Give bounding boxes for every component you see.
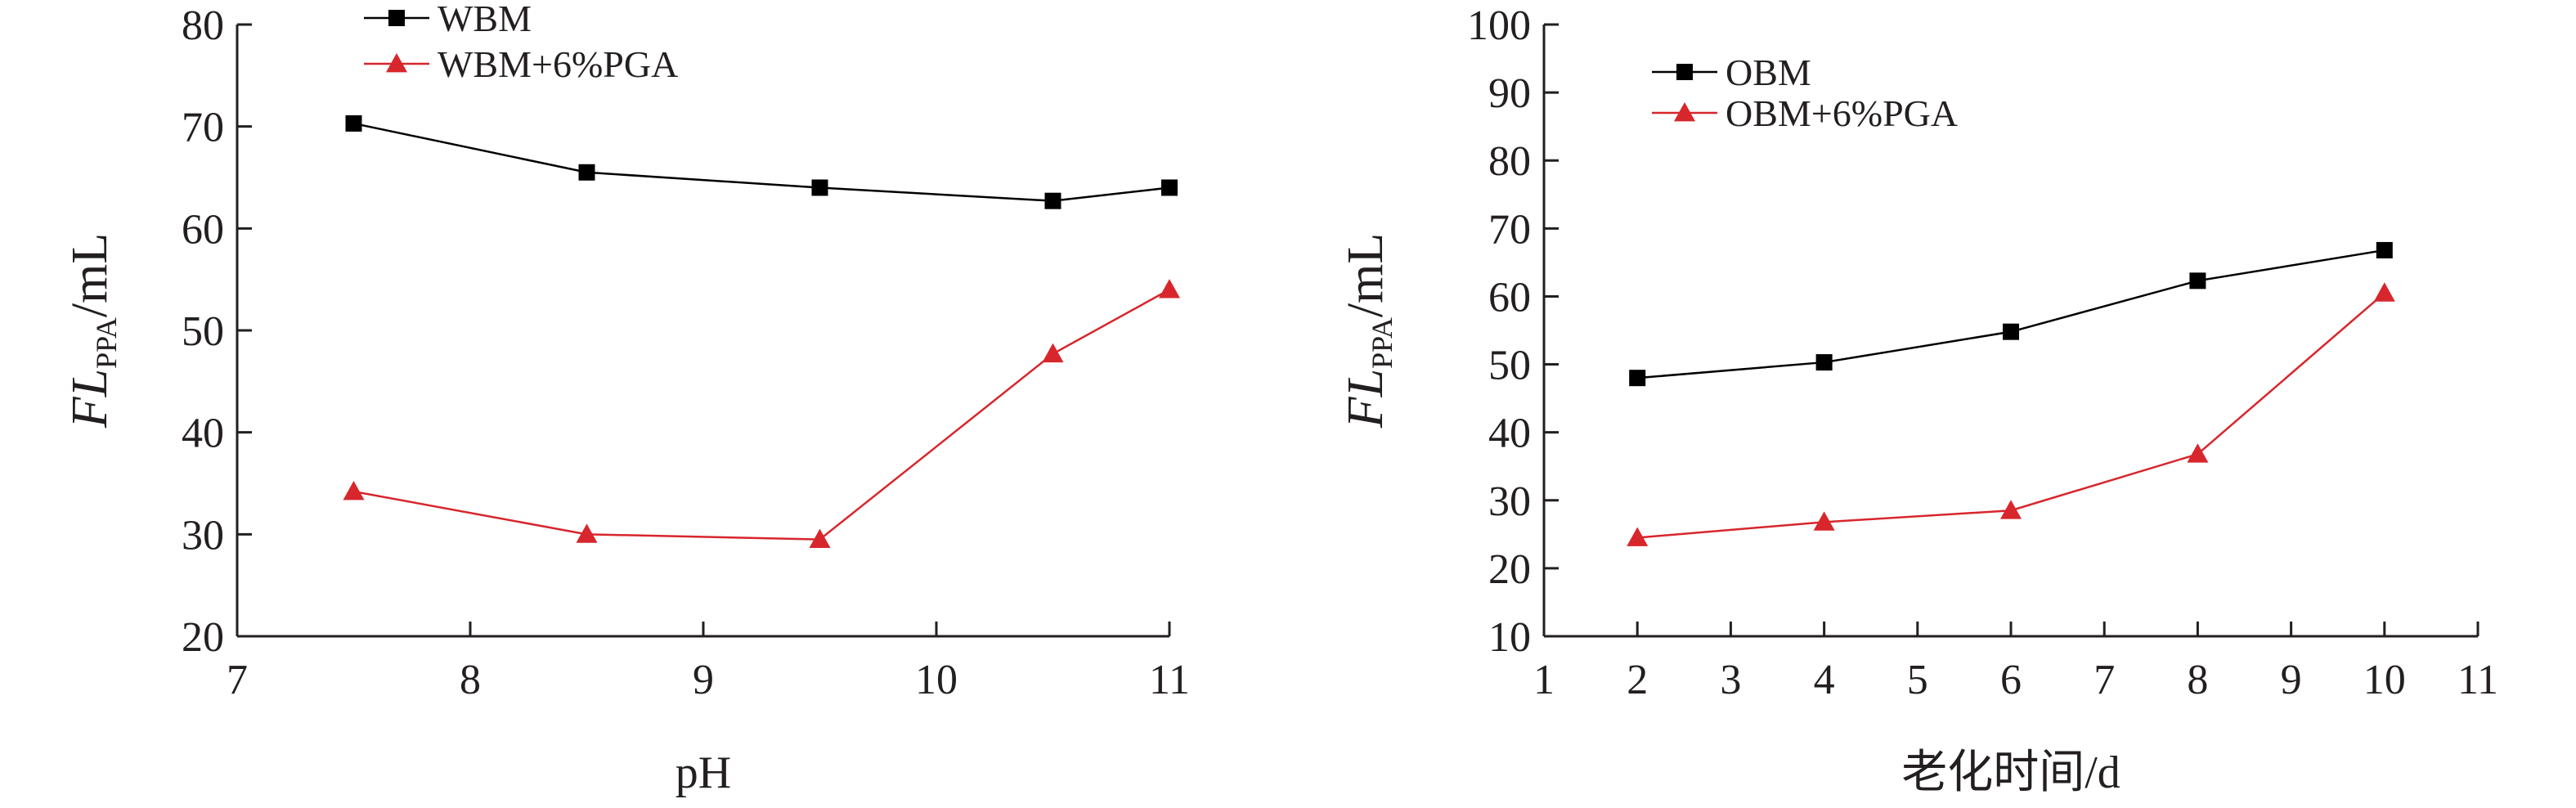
ph-chart-x-tick-label: 9 [693,657,714,703]
aging-chart-y-axis-title: FLPPA/mL [1338,233,1398,429]
ph-chart-x-tick-label: 10 [915,657,958,703]
aging-chart-x-tick-label: 5 [1907,657,1928,703]
ph-chart-data-point [1042,343,1064,363]
aging-chart: 10 20 30 40 50 60 70 80 90 100 1 2 3 4 5 6 7 8 9 10 11 老化时间/d… [1338,2,2498,798]
ph-chart-x-axis-title: pH [675,747,731,798]
aging-chart-data-point [2373,282,2395,302]
aging-chart-series-line [1637,249,2385,379]
ph-chart-data-point [1161,179,1178,196]
aging-chart-x-tick-label: 1 [1533,657,1555,703]
aging-chart-y-tick-label: 10 [1488,614,1531,661]
aging-chart-series-1 [1629,241,2393,387]
y-label-unit: /mL [1338,233,1393,317]
ph-chart-data-point [578,164,595,181]
y-label-subscript: PPA [90,317,123,369]
aging-chart-x-tick-label: 4 [1814,657,1835,703]
ph-chart-y-axis-title: FLPPA/mL [62,233,123,429]
ph-chart-y-tick-label: 40 [182,411,224,457]
ph-chart-data-point [809,528,831,548]
aging-chart-data-point [1815,354,1833,371]
aging-chart-y-tick-label: 100 [1467,2,1531,49]
aging-chart-data-point [2000,500,2022,519]
ph-chart-y-tick-label: 80 [182,2,224,49]
y-label-main: FL [1338,369,1393,429]
ph-chart-series-1 [345,114,1178,209]
aging-chart-data-point [2189,272,2206,290]
ph-chart-series-line [353,122,1170,202]
legend-label: OBM+6%PGA [1726,92,1958,134]
legend-label: OBM [1726,52,1811,93]
ph-chart-y-tick-label: 50 [182,308,224,355]
aging-chart-x-tick-label: 9 [2281,657,2302,703]
aging-chart-data-point [1629,370,1646,387]
ph-chart-x-tick-label: 11 [1149,657,1190,703]
aging-chart-y-tick-label: 50 [1488,343,1531,389]
legend-marker [1674,102,1695,122]
ph-chart-data-point [343,480,365,501]
aging-chart-y-tick-label: 80 [1488,138,1531,185]
aging-chart-x-tick-label: 3 [1720,657,1741,703]
aging-chart-x-tick-label: 8 [2187,657,2208,703]
aging-chart-data-point [2003,323,2019,340]
y-label-subscript: PPA [1366,317,1398,369]
aging-chart-x-tick-label: 6 [2000,657,2022,703]
legend-marker [386,53,407,73]
aging-chart-x-axis-title: 老化时间/d [1901,747,2120,798]
ph-chart-x-tick-label: 8 [460,657,481,703]
ph-chart-y-tick-label: 60 [182,206,224,253]
aging-chart-y-tick-label: 20 [1488,546,1531,593]
ph-chart-legend: WBM WBM+6%PGA [364,0,678,85]
ph-chart-data-point [576,523,598,543]
ph-chart-series-line [353,289,1170,541]
aging-chart-x-tick-label: 2 [1627,657,1648,703]
ph-chart-y-tick-label: 70 [182,105,224,151]
legend-label: WBM [438,0,532,39]
aging-chart-data-point [2376,241,2393,258]
aging-chart-x-tick-label: 10 [2363,657,2406,703]
aging-chart-x-tick-label: 7 [2094,657,2115,703]
y-label-main: FL [62,369,118,429]
aging-chart-y-tick-label: 40 [1488,411,1531,457]
ph-chart-y-tick-label: 20 [182,614,224,661]
ph-chart-x-tick-label: 7 [227,657,248,703]
legend-marker [1676,64,1693,80]
aging-chart-y-tick-label: 70 [1488,206,1531,253]
ph-chart-data-point [1159,279,1180,299]
aging-chart-data-point [2187,443,2209,463]
ph-chart-data-point [1044,192,1061,209]
aging-chart-x-tick-label: 11 [2457,657,2498,703]
aging-chart-y-tick-label: 90 [1488,70,1531,117]
ph-chart-data-point [345,114,362,132]
aging-chart-series-2 [1627,282,2395,546]
ph-chart: 20 30 40 50 60 70 80 7 8 9 10 11 pH FLPPA/mL WBM WBM+6%… [62,0,1190,798]
aging-chart-data-point [1627,527,1649,546]
y-label-unit: /mL [62,233,118,317]
aging-chart-y-tick-label: 60 [1488,274,1531,321]
ph-chart-series-2 [343,279,1180,548]
legend-label: WBM+6%PGA [438,43,678,85]
ph-chart-y-tick-label: 30 [182,512,224,559]
legend-marker [388,10,405,26]
aging-chart-data-point [1813,511,1835,531]
aging-chart-y-tick-label: 30 [1488,478,1531,525]
ph-chart-data-point [811,179,828,196]
